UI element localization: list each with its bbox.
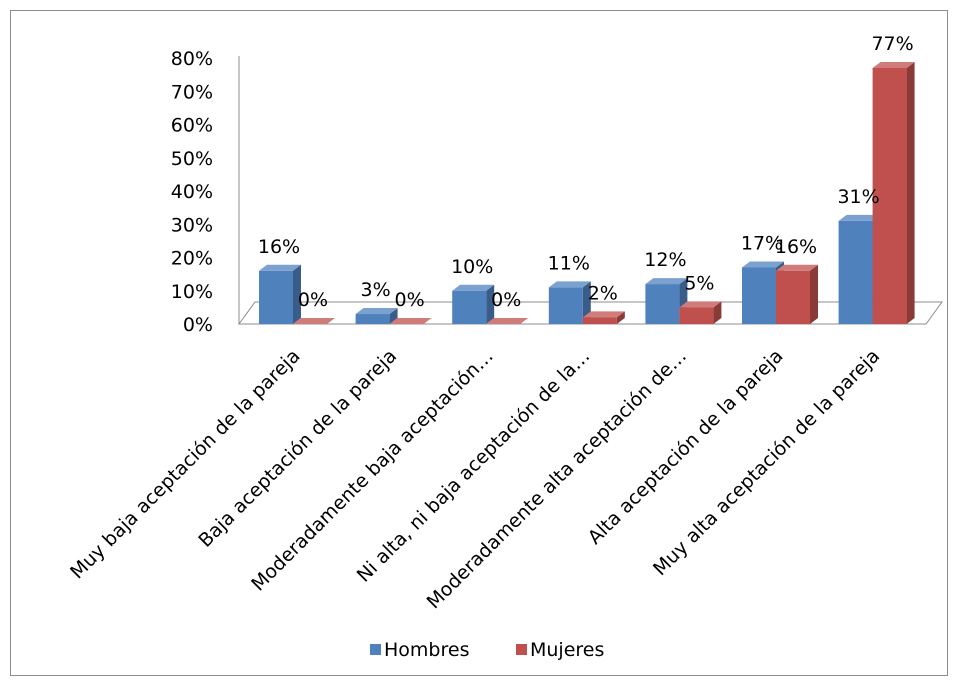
bar-mujeres bbox=[389, 318, 432, 324]
data-label: 2% bbox=[588, 282, 618, 304]
data-label: 17% bbox=[741, 232, 783, 254]
bar-front bbox=[645, 284, 680, 324]
bar-mujeres bbox=[582, 311, 625, 324]
bar-top bbox=[293, 318, 335, 324]
bar-top bbox=[838, 214, 881, 221]
bar-front bbox=[872, 67, 907, 324]
data-label: 5% bbox=[684, 272, 714, 294]
y-tick-label: 20% bbox=[171, 248, 213, 270]
legend-label-mujeres: Mujeres bbox=[530, 639, 604, 661]
bar-side bbox=[389, 308, 398, 324]
bar-top bbox=[355, 308, 398, 315]
legend-swatch-mujeres bbox=[516, 644, 527, 655]
bar-top bbox=[742, 261, 784, 268]
bar-top bbox=[582, 311, 625, 318]
bar-side bbox=[810, 264, 818, 324]
bar-top bbox=[776, 264, 818, 271]
y-tick-label: 60% bbox=[171, 115, 213, 137]
bar-front bbox=[679, 307, 714, 324]
data-label: 77% bbox=[871, 33, 913, 55]
bar-side bbox=[293, 264, 301, 324]
data-label: 0% bbox=[491, 289, 521, 311]
bar-side bbox=[713, 301, 722, 324]
legend-swatch-hombres bbox=[370, 644, 381, 655]
bar-hombres bbox=[355, 308, 398, 324]
bar-side bbox=[486, 284, 495, 324]
bar-side bbox=[906, 61, 915, 324]
data-label: 11% bbox=[548, 252, 590, 274]
bar-front bbox=[259, 270, 293, 324]
category-label: Baja aceptación de la pareja bbox=[194, 345, 401, 552]
bar-mujeres bbox=[486, 318, 529, 324]
bar-mujeres bbox=[776, 264, 818, 324]
bar-front bbox=[838, 220, 873, 324]
bar-front bbox=[742, 267, 776, 324]
legend: Hombres Mujeres bbox=[370, 639, 604, 661]
bar-top bbox=[872, 61, 915, 68]
bar-top bbox=[486, 318, 529, 324]
data-label: 0% bbox=[298, 289, 328, 311]
bar-front bbox=[776, 270, 810, 324]
y-tick-label: 80% bbox=[171, 48, 213, 70]
bar-front bbox=[452, 290, 487, 324]
bar-front bbox=[582, 317, 617, 324]
bar-top bbox=[389, 318, 432, 324]
legend-label-hombres: Hombres bbox=[384, 639, 469, 661]
y-tick-label: 30% bbox=[171, 214, 213, 236]
bar-top bbox=[645, 278, 688, 285]
data-label: 16% bbox=[258, 236, 300, 258]
data-label: 12% bbox=[644, 249, 686, 271]
data-label: 16% bbox=[775, 236, 817, 258]
data-label: 10% bbox=[451, 256, 493, 278]
y-tick-label: 10% bbox=[171, 281, 213, 303]
data-label: 31% bbox=[837, 186, 879, 208]
bar-mujeres bbox=[293, 318, 335, 324]
bar-top bbox=[259, 264, 301, 271]
chart-frame bbox=[10, 10, 948, 676]
y-tick-label: 40% bbox=[171, 181, 213, 203]
bar-hombres bbox=[259, 264, 301, 324]
data-labels: 16% 3% 10% 11% 12% 17% 31% 0% 0% 0% 2% 5% 16% 77% bbox=[258, 33, 914, 311]
bar-top bbox=[452, 284, 495, 291]
data-label: 3% bbox=[361, 279, 391, 301]
bar-hombres bbox=[452, 284, 495, 324]
y-axis: 0% 10% 20% 30% 40% 50% 60% 70% 80% bbox=[171, 48, 240, 336]
bar-top bbox=[548, 281, 591, 288]
bars bbox=[259, 61, 915, 324]
bar-front bbox=[355, 314, 390, 324]
y-tick-label: 50% bbox=[171, 148, 213, 170]
category-label: Alta aceptación de la pareja bbox=[584, 345, 788, 549]
bar-mujeres bbox=[872, 61, 915, 324]
bar-front bbox=[548, 287, 583, 324]
bar-mujeres bbox=[679, 301, 722, 324]
y-tick-label: 0% bbox=[183, 314, 213, 336]
bar-top bbox=[679, 301, 722, 308]
y-tick-label: 70% bbox=[171, 81, 213, 103]
bar-side bbox=[616, 311, 625, 324]
data-label: 0% bbox=[395, 289, 425, 311]
